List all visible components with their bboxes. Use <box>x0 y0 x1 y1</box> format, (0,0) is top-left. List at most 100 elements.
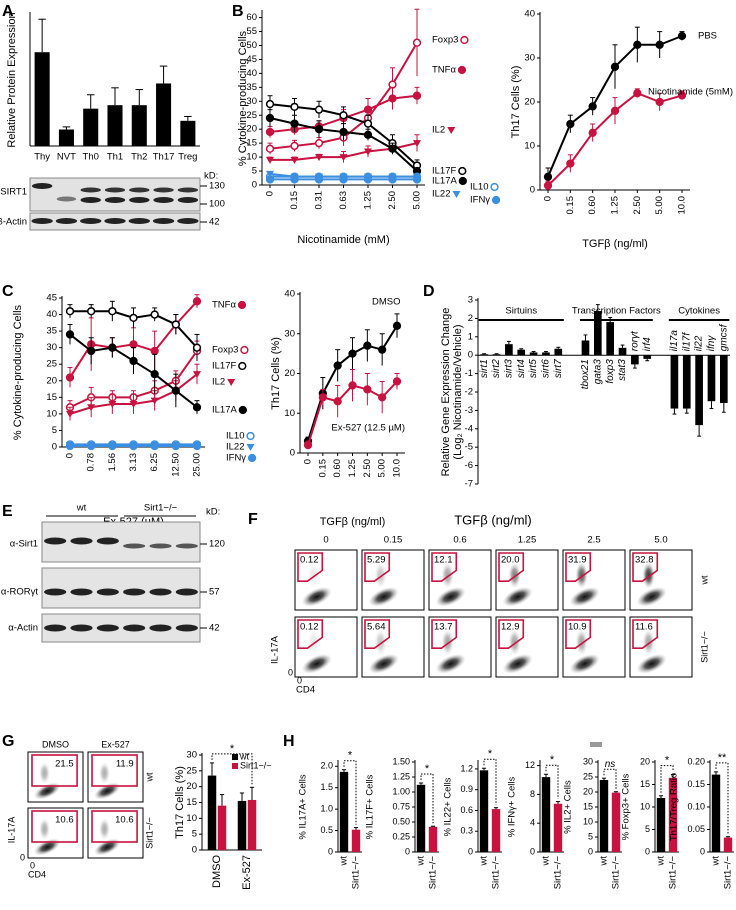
bar <box>553 803 563 852</box>
marker <box>566 159 575 168</box>
y-tick-label: 1.0 <box>320 804 333 814</box>
series-label: Foxp3 <box>212 345 238 356</box>
x-tick-label: 10.0 <box>392 459 403 478</box>
marker <box>171 386 180 395</box>
gate-value: 21.5 <box>55 759 74 770</box>
blot-label: β-Actin <box>0 217 27 228</box>
bar <box>554 348 563 356</box>
band <box>96 588 119 596</box>
band <box>149 588 172 596</box>
significance-label: * <box>348 750 353 762</box>
marker <box>333 361 342 370</box>
gate-value: 10.6 <box>115 815 134 826</box>
y-tick-label: 30 <box>246 96 257 107</box>
y-tick-label: 8 <box>530 789 535 799</box>
x-tick-label: Th2 <box>131 152 147 163</box>
marker <box>339 154 348 162</box>
gate <box>31 754 78 787</box>
group-label: Sirtuins <box>505 306 537 317</box>
bar <box>529 352 538 356</box>
marker <box>193 371 201 379</box>
x-tick-label: il22 <box>694 335 705 351</box>
bar <box>351 829 361 852</box>
y-tick-label: 0.05 <box>687 824 705 834</box>
x-tick-label: 12.50 <box>170 453 181 477</box>
density <box>435 586 466 607</box>
x-tick-label: Treg <box>178 152 197 163</box>
marker <box>412 91 422 100</box>
bar <box>217 805 227 850</box>
row-label: Sirt1−/− <box>144 817 154 849</box>
x-tick-label: Sirt1−/− <box>491 856 502 890</box>
y-tick-label: 50 <box>246 40 257 51</box>
marker <box>363 119 373 128</box>
x-tick-label: sirt5 <box>528 359 539 378</box>
marker <box>265 175 275 184</box>
y-axis-label: % Cytokine-producing Cells <box>237 30 249 166</box>
density <box>435 653 466 674</box>
marker <box>677 31 687 41</box>
y-tick-label: 1.25 <box>392 771 410 781</box>
y-tick-label: 40 <box>524 9 535 20</box>
x-tick-label: 0.78 <box>86 453 97 472</box>
band <box>104 197 126 203</box>
marker <box>378 393 387 402</box>
marker <box>655 40 664 49</box>
marker <box>150 441 159 451</box>
x-axis-label: TGFβ (ng/ml) <box>320 516 386 528</box>
y-tick-label: 0 <box>252 180 257 191</box>
band <box>70 588 93 596</box>
gate <box>431 619 458 649</box>
y-tick-label: 40 <box>246 68 257 79</box>
marker <box>150 310 159 319</box>
y-tick-label: 1.00 <box>392 786 410 796</box>
bar <box>670 355 679 409</box>
blot-bg <box>29 177 201 212</box>
band <box>44 537 67 545</box>
y-tick-label: 10 <box>524 141 535 152</box>
density <box>301 653 332 674</box>
y-tick-label: 25 <box>583 771 593 781</box>
x-tick-label: 0.15 <box>317 459 328 478</box>
x-tick-label: 5.00 <box>377 459 388 478</box>
flow-title: TGFβ (ng/ml) <box>454 512 532 527</box>
band <box>70 537 93 545</box>
x-tick-label: 1.56 <box>107 453 118 472</box>
x-tick-label: rorγt <box>630 330 641 351</box>
y-axis-label: Th17 Cells (%) <box>510 66 522 139</box>
band <box>175 588 198 596</box>
density <box>502 586 533 607</box>
band <box>149 624 172 632</box>
marker <box>290 141 299 151</box>
marker <box>318 393 327 402</box>
y-tick-label: 0.20 <box>687 756 705 766</box>
x-tick-label: Sirt1−/− <box>723 856 734 890</box>
y-tick-label: 20 <box>583 786 593 796</box>
y-tick-label: -4 <box>465 423 473 434</box>
legend-marker <box>452 191 461 198</box>
gate <box>498 619 525 649</box>
density <box>99 762 110 784</box>
y-tick-label: 15 <box>46 392 57 403</box>
significance-bracket <box>420 773 434 824</box>
x-tick-label: tbox21 <box>580 359 591 389</box>
legend-marker <box>491 195 501 205</box>
bar <box>491 809 501 852</box>
x-tick-label: sirt7 <box>553 359 564 378</box>
gate-value: 10.9 <box>568 622 587 633</box>
significance-label: ns <box>605 759 616 770</box>
marker <box>129 356 138 366</box>
y-tick-label: 0 <box>52 442 57 453</box>
x-tick-label: Th0 <box>83 152 99 163</box>
marker <box>413 140 421 148</box>
blot-bg <box>41 613 201 643</box>
significance-label: * <box>230 743 235 755</box>
x-tick-label: 25.00 <box>192 453 203 477</box>
y-tick-label: 10 <box>186 813 197 824</box>
y-tick-label: -1 <box>465 368 473 379</box>
legend-marker <box>237 300 247 310</box>
marker <box>290 156 299 164</box>
band <box>152 218 175 224</box>
y-tick-label: -5 <box>465 442 473 453</box>
marker <box>65 330 75 339</box>
